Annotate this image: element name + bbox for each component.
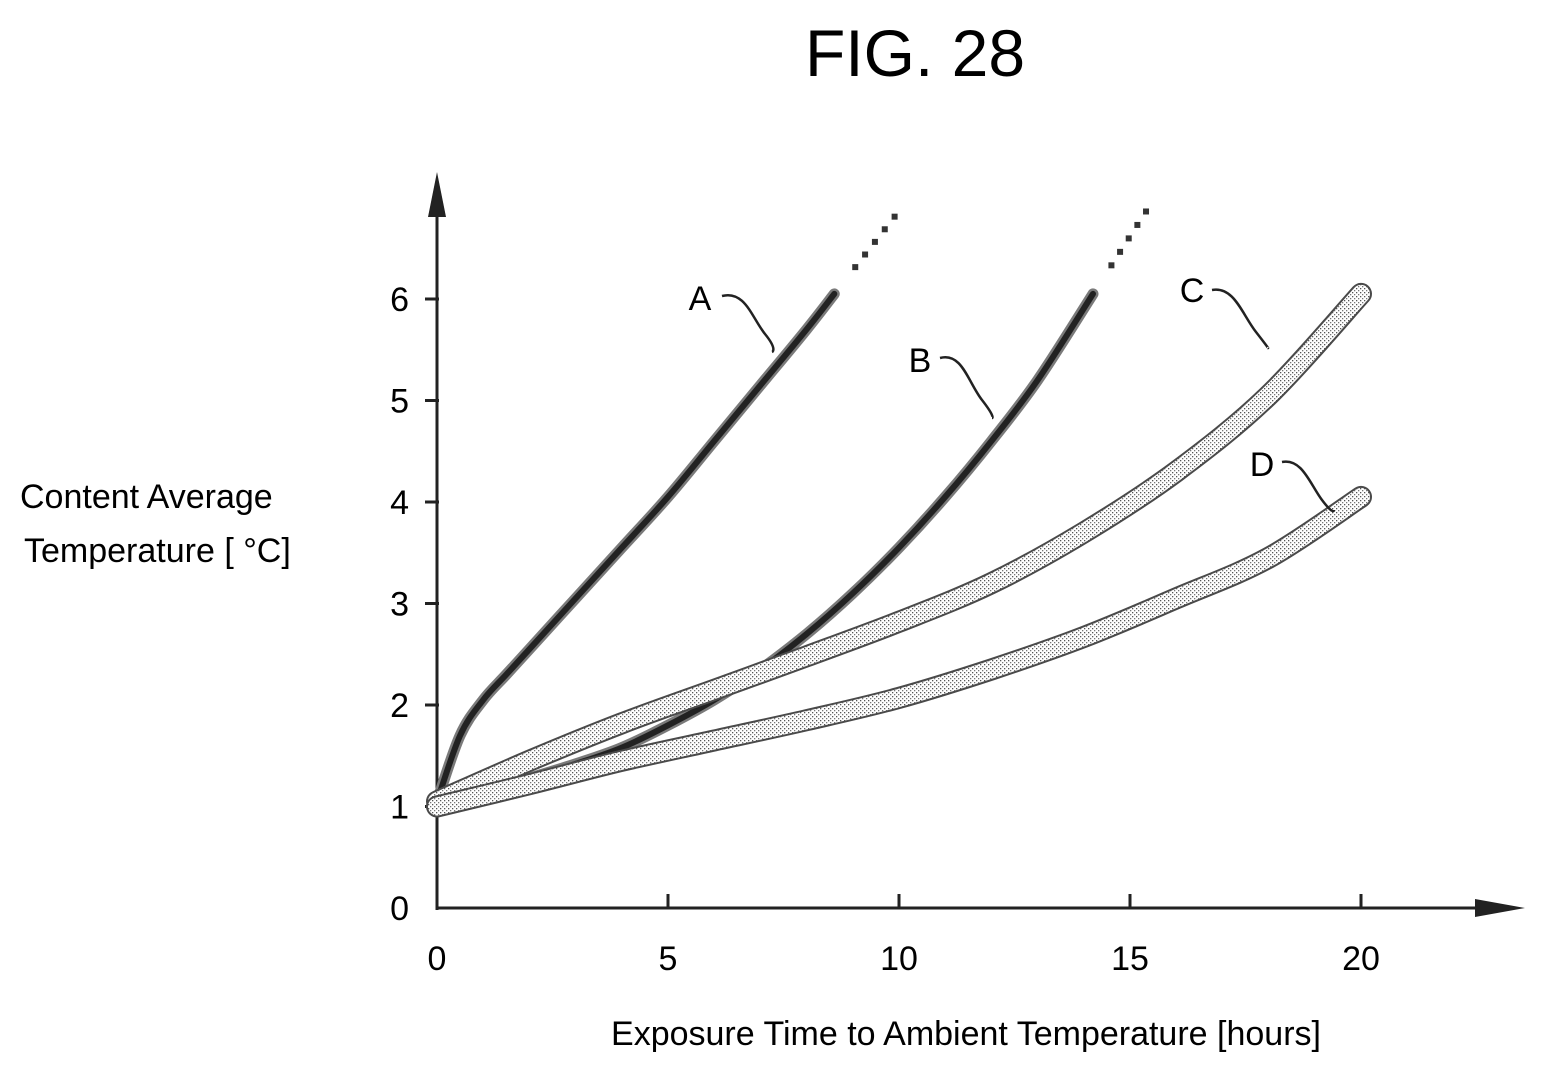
y-axis-arrowhead [428, 172, 446, 217]
x-axis-arrowhead [1475, 899, 1525, 917]
series-b-continuation-dot [1134, 221, 1141, 228]
x-tick-label: 0 [428, 940, 447, 978]
series-b-continuation-dot [1117, 248, 1124, 255]
x-tick-label: 15 [1111, 940, 1149, 978]
series-b-continuation-dot [1108, 262, 1115, 269]
series-a-continuation-dot [891, 213, 898, 220]
x-tick-label: 5 [659, 940, 678, 978]
y-tick-label: 2 [390, 687, 409, 725]
series-a-continuation-dot [871, 238, 878, 245]
x-axis-label: Exposure Time to Ambient Temperature [ho… [611, 1015, 1321, 1053]
series-c-leader-line [1211, 288, 1270, 350]
series-b-leader-line [939, 356, 994, 420]
series-d-leader-line [1281, 460, 1336, 513]
series-a-continuation-dot [881, 226, 888, 233]
series-a-leader-line [721, 293, 775, 354]
y-axis-label-line-1: Content Average [20, 478, 273, 516]
y-tick-label: 4 [390, 484, 409, 522]
series-a-continuation-dot [862, 251, 869, 258]
y-tick-label: 3 [390, 586, 409, 624]
series-d-label: D [1250, 446, 1275, 484]
y-tick-label: 0 [390, 890, 409, 928]
series-b-continuation-dot [1125, 235, 1132, 242]
y-axis-label-line-2: Temperature [ °C] [24, 532, 291, 570]
y-tick-label: 6 [390, 281, 409, 319]
series-b-label: B [909, 342, 932, 380]
figure-title: FIG. 28 [805, 16, 1025, 90]
series-d-band [428, 487, 1370, 816]
curve-labels-layer: A B C D [689, 272, 1336, 513]
x-tick-label: 10 [880, 940, 918, 978]
series-layer [426, 208, 1372, 818]
series-a-label: A [689, 280, 712, 318]
x-tick-label: 20 [1342, 940, 1380, 978]
series-a-line [434, 290, 838, 805]
y-tick-label: 5 [390, 383, 409, 421]
series-a-continuation-dot [852, 264, 859, 271]
y-tick-label: 1 [390, 789, 409, 827]
series-b-continuation-dot [1143, 208, 1150, 215]
series-c-label: C [1180, 272, 1205, 310]
series-c-band [428, 284, 1370, 811]
